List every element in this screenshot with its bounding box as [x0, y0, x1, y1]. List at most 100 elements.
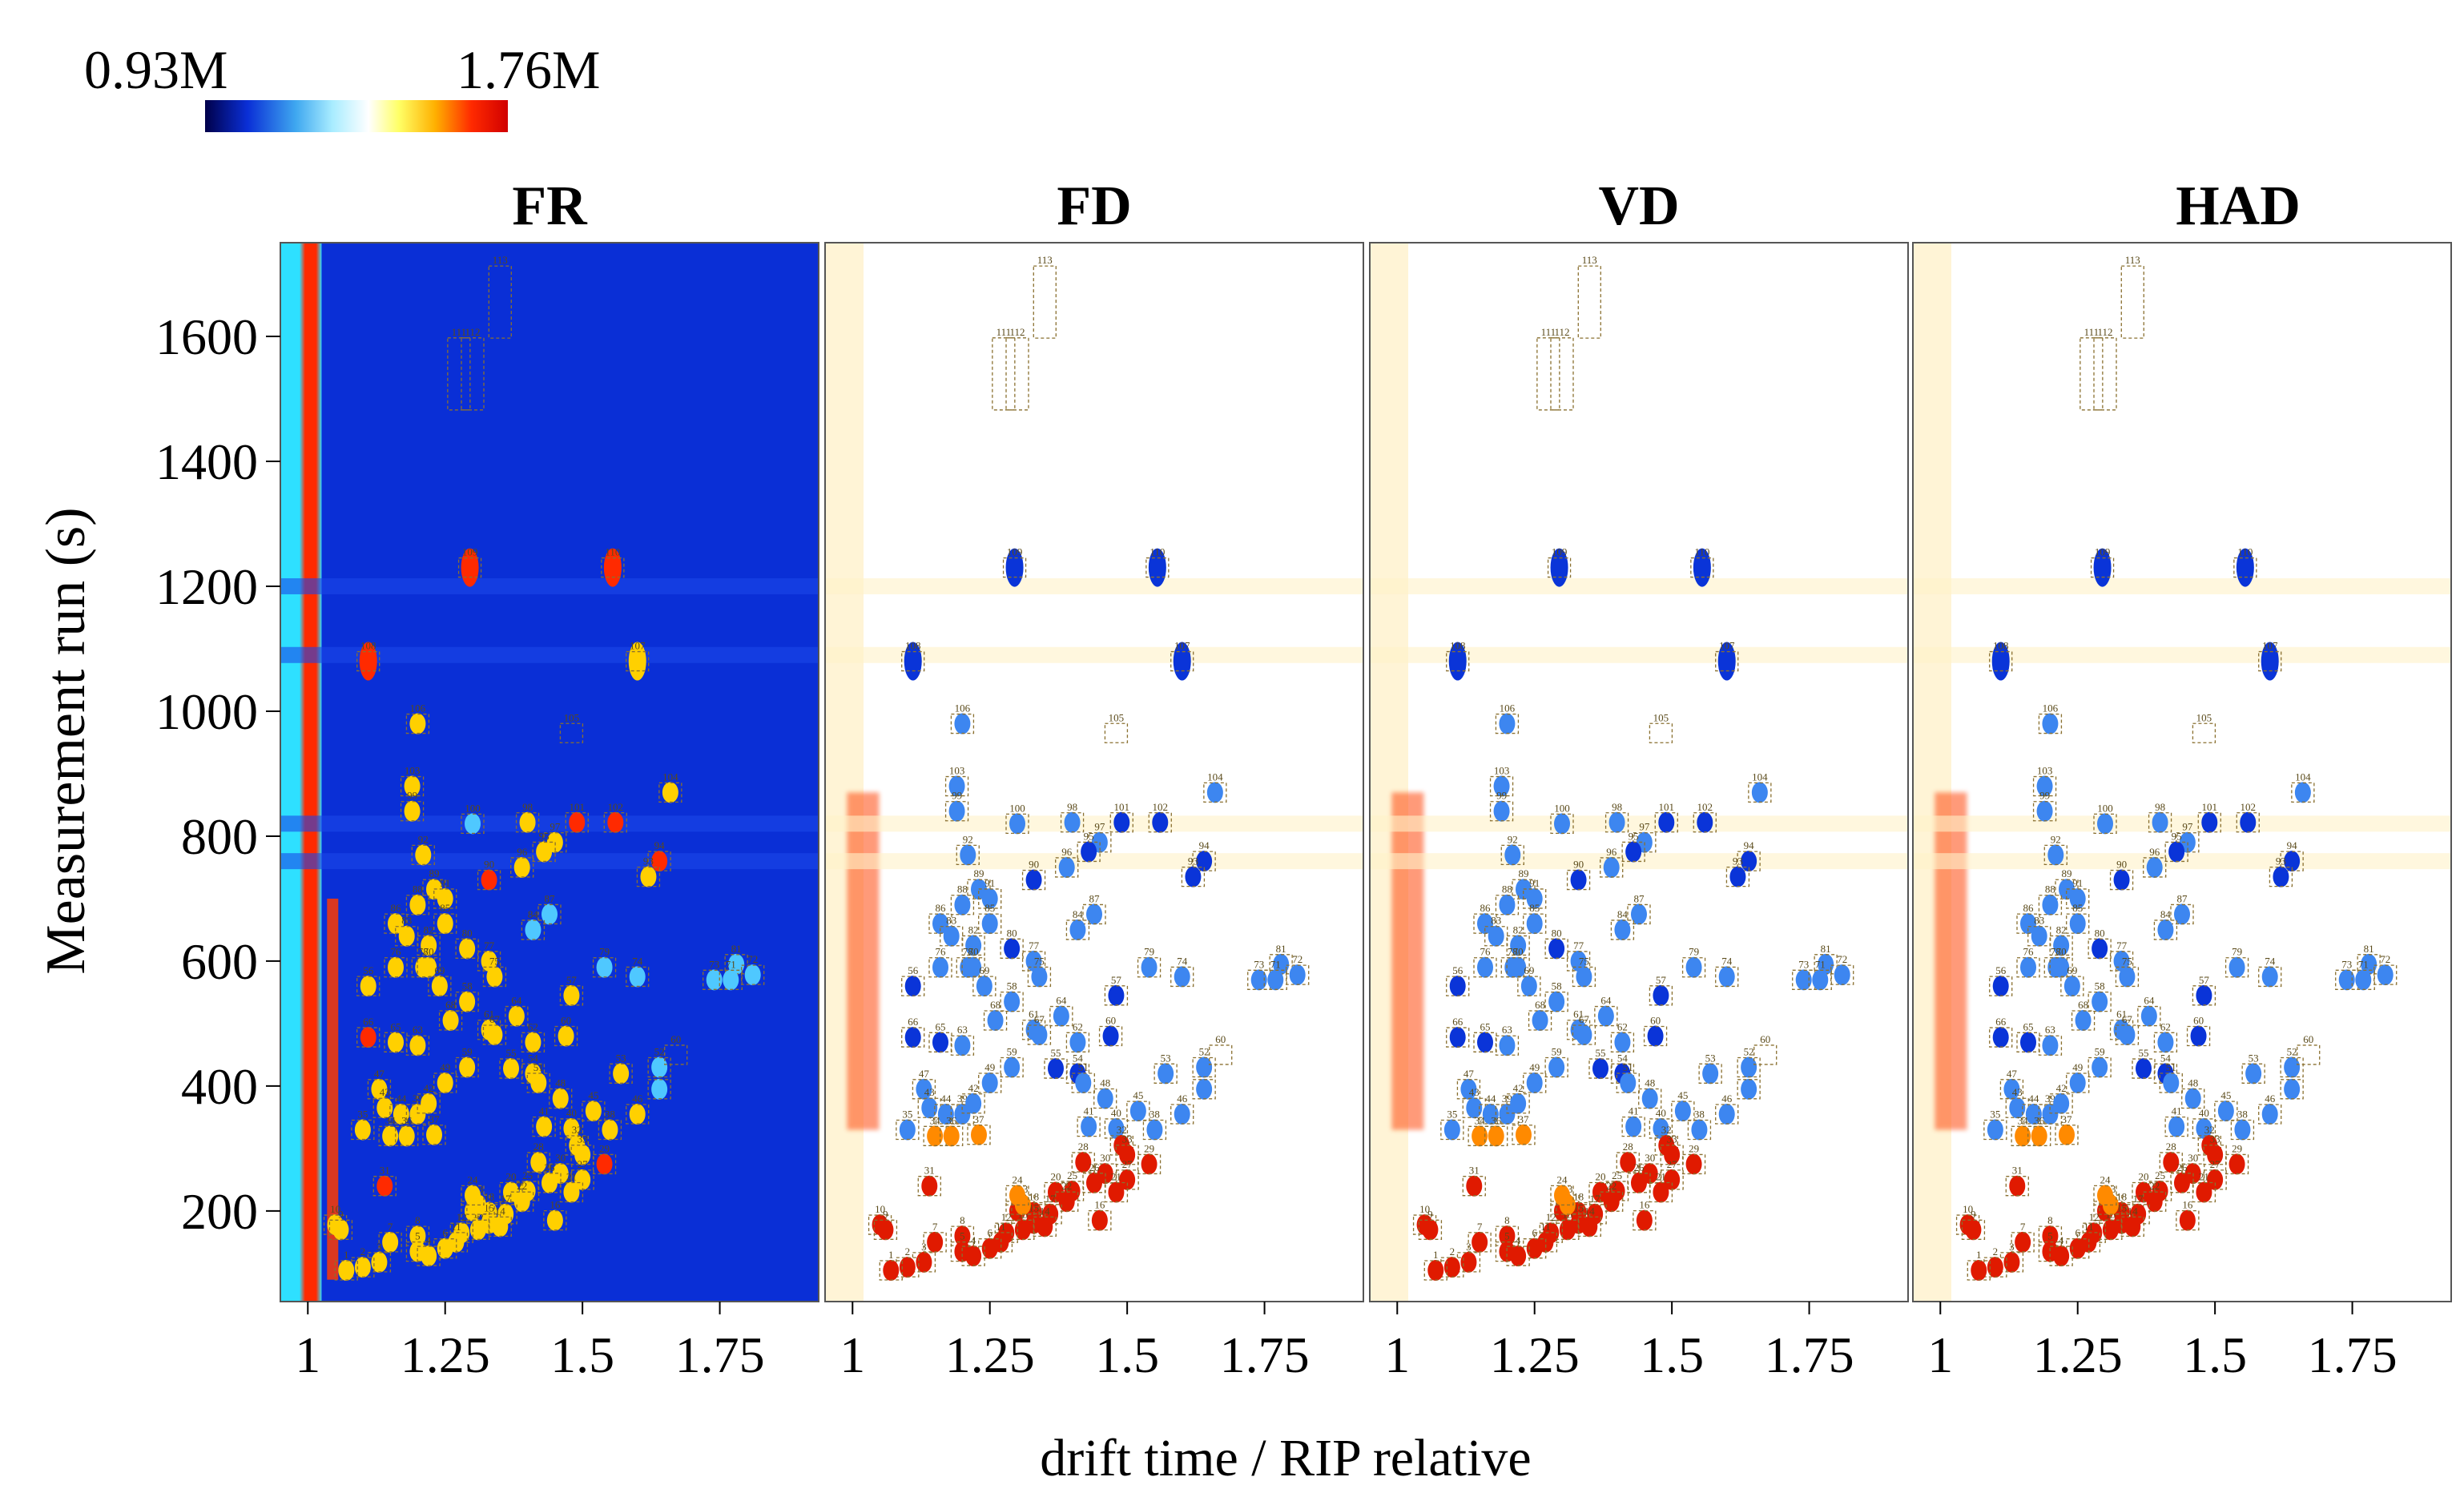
peak-label: 59 [1007, 1046, 1017, 1058]
peak-label: 77 [1029, 940, 1040, 952]
peak-blob [503, 1058, 519, 1080]
peak-label: 48 [1100, 1077, 1110, 1089]
peak-blob [744, 964, 761, 986]
peak-marker-box [1616, 1152, 1640, 1173]
peak-marker-box [482, 966, 507, 988]
peak-marker-box [2049, 1093, 2073, 1114]
peak-label: 64 [2144, 995, 2155, 1007]
peak-blob [1499, 1225, 1516, 1247]
peak-label: 93 [2276, 855, 2286, 867]
peak-label: 106 [955, 702, 971, 714]
peak-blob [2207, 1169, 2224, 1190]
peak-marker-box [1142, 1119, 1167, 1141]
peak-label: 67 [489, 1013, 501, 1025]
peak-marker-box [1737, 1079, 1761, 1100]
peak-blob [1443, 1257, 1460, 1278]
peak-marker-box [433, 888, 457, 909]
peak-blob [2228, 956, 2245, 978]
peak-marker-box [609, 1063, 633, 1084]
peak-blob [602, 1119, 618, 1141]
peak-blob [2047, 844, 2064, 866]
peak-label: 93 [1188, 855, 1198, 867]
peak-label: 37 [974, 1113, 985, 1125]
peak-blob [2069, 913, 2086, 935]
peak-marker-box [1000, 1056, 1024, 1078]
peak-blob [431, 976, 448, 997]
peak-marker-box [598, 1119, 622, 1141]
peak-marker-box [521, 1032, 546, 1052]
peak-marker-box [2016, 1032, 2040, 1052]
peak-blob [1987, 1257, 2003, 1278]
peak-label: 54 [2160, 1052, 2172, 1064]
peak-blob [651, 1078, 668, 1100]
peak-label: 52 [654, 1046, 665, 1058]
peak-marker-box [603, 812, 627, 833]
peak-blob [2097, 1185, 2113, 1206]
peak-label: 52 [1199, 1046, 1210, 1058]
peak-label: 9 [338, 1208, 344, 1220]
peak-label: 109 [1007, 546, 1023, 558]
peak-label: 78 [963, 946, 973, 958]
peak-label: 51 [1623, 1061, 1633, 1073]
peak-label: 5 [1504, 1230, 1510, 1242]
peak-label: 57 [1111, 974, 1122, 986]
peak-marker-box [455, 938, 479, 959]
peak-blob [1526, 887, 1543, 909]
peak-marker-box [428, 976, 452, 996]
peak-marker-box [1550, 337, 1574, 411]
peak-blob [948, 775, 965, 797]
peak-label: 104 [662, 771, 678, 783]
peak-label: 101 [1659, 801, 1675, 813]
peak-marker-box [1604, 812, 1629, 833]
peak-label: 27 [1122, 1158, 1133, 1170]
peak-blob [1443, 1119, 1460, 1141]
peak-label: 55 [2139, 1047, 2149, 1059]
peak-blob [2031, 1125, 2047, 1147]
peak-blob [1641, 1088, 1658, 1109]
peak-blob [1004, 1056, 1021, 1078]
peak-label: 95 [539, 830, 550, 842]
peak-marker-box [2148, 812, 2172, 833]
peak-label: 98 [1067, 801, 1077, 813]
peak-label: 10 [1419, 1203, 1430, 1215]
peak-blob [481, 869, 497, 891]
peak-label: 44 [2028, 1093, 2039, 1105]
peak-label: 78 [418, 946, 429, 958]
peak-label: 75 [489, 955, 500, 967]
peak-blob [2157, 1032, 2174, 1053]
peak-label: 96 [2149, 846, 2160, 858]
peak-label: 9 [883, 1208, 888, 1220]
peak-label: 36 [1491, 1114, 1502, 1126]
peak-marker-box [879, 1260, 903, 1281]
peak-blob [954, 894, 971, 916]
peak-marker-box [1005, 813, 1029, 834]
peak-label: 83 [401, 915, 412, 927]
peak-marker-box [1654, 812, 1678, 833]
peak-label: 63 [957, 1024, 968, 1036]
peak-marker-box [1263, 969, 1287, 990]
peak-label: 22 [1606, 1180, 1616, 1192]
peak-marker-box [1484, 1125, 1508, 1146]
peak-blob [1614, 1032, 1631, 1053]
peak-label: 87 [1634, 892, 1645, 904]
peak-marker-box [2038, 1104, 2063, 1125]
peak-label: 7 [2020, 1221, 2026, 1233]
peak-blob [1141, 956, 1158, 978]
peak-marker-box [956, 844, 980, 865]
peak-marker-box [1473, 957, 1497, 978]
peak-label: 87 [545, 892, 556, 904]
peak-blob [2069, 887, 2086, 909]
peak-marker-box [2258, 650, 2282, 672]
peak-label: 74 [1721, 955, 1733, 967]
peak-label: 67 [1579, 1013, 1590, 1025]
peak-blob [1631, 903, 1647, 925]
peak-marker-box [400, 801, 425, 822]
peak-blob [1129, 1101, 1146, 1122]
peak-label: 76 [936, 946, 947, 958]
peak-label: 35 [1447, 1109, 1457, 1121]
peak-blob [2042, 894, 2059, 916]
peak-label: 69 [979, 964, 989, 976]
peak-label: 47 [2007, 1068, 2018, 1080]
peak-label: 32 [572, 1124, 582, 1136]
peak-blob [1812, 969, 1829, 991]
